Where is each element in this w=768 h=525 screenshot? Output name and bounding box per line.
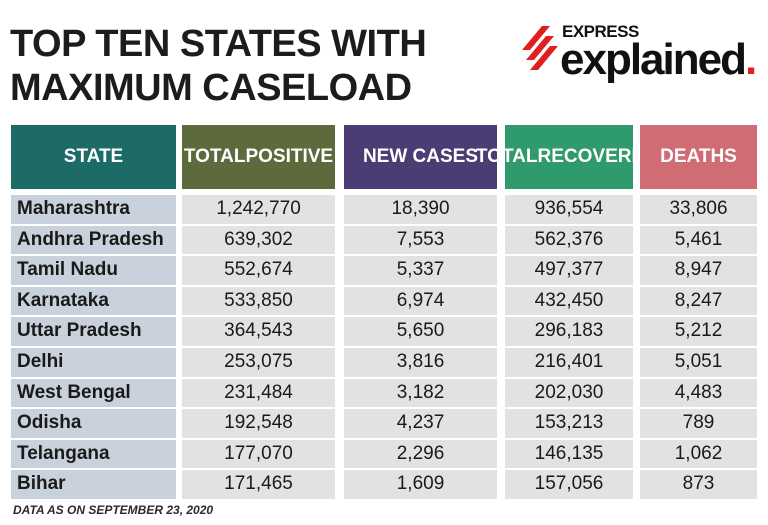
total-positive-cell: 192,548 xyxy=(182,409,335,438)
total-recoveries-cell: 432,450 xyxy=(505,286,633,316)
state-cell: Bihar xyxy=(11,470,176,499)
new-cases-cell: 3,816 xyxy=(344,347,497,377)
deaths-cell: 8,247 xyxy=(640,286,757,316)
total-positive-cell: 231,484 xyxy=(182,378,335,408)
deaths-cell: 8,947 xyxy=(640,256,757,285)
state-cell: West Bengal xyxy=(11,378,176,408)
header-new-cases: NEW CASES xyxy=(344,125,497,189)
deaths-cell: 5,461 xyxy=(640,225,757,255)
total-recoveries-cell: 153,213 xyxy=(505,409,633,438)
logo-mark-icon xyxy=(522,26,558,70)
total-positive-cell: 253,075 xyxy=(182,347,335,377)
new-cases-cell: 4,237 xyxy=(344,409,497,438)
total-positive-cell: 171,465 xyxy=(182,470,335,499)
deaths-cell: 5,212 xyxy=(640,317,757,346)
state-cell: Tamil Nadu xyxy=(11,256,176,285)
total-recoveries-cell: 216,401 xyxy=(505,347,633,377)
logo-main-text: explained. xyxy=(560,35,757,84)
header-total-positive: TOTAL POSITIVE xyxy=(182,125,335,189)
table-row: Karnataka 533,850 6,974 432,450 8,247 xyxy=(0,286,768,318)
logo-dot: . xyxy=(744,35,757,84)
table-body: Maharashtra 1,242,770 18,390 936,554 33,806 A… xyxy=(0,195,768,501)
table-row: Uttar Pradesh 364,543 5,650 296,183 5,212 xyxy=(0,317,768,348)
deaths-cell: 789 xyxy=(640,409,757,438)
state-cell: Maharashtra xyxy=(11,195,176,224)
total-recoveries-cell: 202,030 xyxy=(505,378,633,408)
title-line-1: TOP TEN STATES WITH xyxy=(10,23,427,65)
data-date-note: DATA AS ON SEPTEMBER 23, 2020 xyxy=(13,503,214,517)
table-row: Telangana 177,070 2,296 146,135 1,062 xyxy=(0,439,768,471)
logo-top-text: EXPRESS xyxy=(562,22,639,41)
express-explained-logo: EXPRESS explained. xyxy=(520,22,757,84)
total-positive-cell: 552,674 xyxy=(182,256,335,285)
state-cell: Andhra Pradesh xyxy=(11,225,176,255)
total-recoveries-cell: 936,554 xyxy=(505,195,633,224)
table-row: Delhi 253,075 3,816 216,401 5,051 xyxy=(0,347,768,379)
new-cases-cell: 3,182 xyxy=(344,378,497,408)
title-line-2: MAXIMUM CASELOAD xyxy=(10,67,412,109)
deaths-cell: 4,483 xyxy=(640,378,757,408)
header-deaths: DEATHS xyxy=(640,125,757,189)
logo-main-word: explained xyxy=(560,35,747,84)
state-cell: Odisha xyxy=(11,409,176,438)
table-row: Bihar 171,465 1,609 157,056 873 xyxy=(0,470,768,501)
total-recoveries-cell: 157,056 xyxy=(505,470,633,499)
total-recoveries-cell: 146,135 xyxy=(505,439,633,469)
state-cell: Uttar Pradesh xyxy=(11,317,176,346)
new-cases-cell: 5,337 xyxy=(344,256,497,285)
state-cell: Karnataka xyxy=(11,286,176,316)
deaths-cell: 873 xyxy=(640,470,757,499)
page-title: TOP TEN STATES WITH MAXIMUM CASELOAD xyxy=(10,22,427,110)
total-positive-cell: 364,543 xyxy=(182,317,335,346)
deaths-cell: 5,051 xyxy=(640,347,757,377)
new-cases-cell: 5,650 xyxy=(344,317,497,346)
total-positive-cell: 177,070 xyxy=(182,439,335,469)
table-row: Maharashtra 1,242,770 18,390 936,554 33,806 xyxy=(0,195,768,226)
new-cases-cell: 7,553 xyxy=(344,225,497,255)
new-cases-cell: 6,974 xyxy=(344,286,497,316)
total-positive-cell: 533,850 xyxy=(182,286,335,316)
table-row: Odisha 192,548 4,237 153,213 789 xyxy=(0,409,768,440)
new-cases-cell: 1,609 xyxy=(344,470,497,499)
header-total-recoveries: TOTAL RECOVERIES xyxy=(476,125,662,189)
table-row: Andhra Pradesh 639,302 7,553 562,376 5,461 xyxy=(0,225,768,257)
table-row: West Bengal 231,484 3,182 202,030 4,483 xyxy=(0,378,768,410)
table-row: Tamil Nadu 552,674 5,337 497,377 8,947 xyxy=(0,256,768,287)
total-recoveries-cell: 296,183 xyxy=(505,317,633,346)
new-cases-cell: 2,296 xyxy=(344,439,497,469)
deaths-cell: 33,806 xyxy=(640,195,757,224)
total-positive-cell: 1,242,770 xyxy=(182,195,335,224)
deaths-cell: 1,062 xyxy=(640,439,757,469)
total-recoveries-cell: 497,377 xyxy=(505,256,633,285)
state-cell: Delhi xyxy=(11,347,176,377)
new-cases-cell: 18,390 xyxy=(344,195,497,224)
header-state: STATE xyxy=(11,125,176,189)
state-cell: Telangana xyxy=(11,439,176,469)
total-recoveries-cell: 562,376 xyxy=(505,225,633,255)
total-positive-cell: 639,302 xyxy=(182,225,335,255)
